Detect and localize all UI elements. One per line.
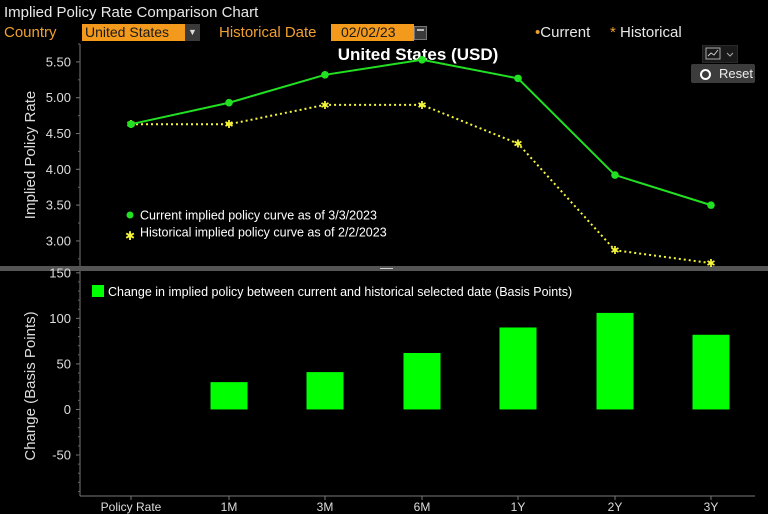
reset-button[interactable]: Reset: [691, 64, 755, 83]
change-bar-3m: [306, 372, 344, 410]
top-y-tick-label: 4.00: [46, 162, 71, 177]
legend-historical: * Historical: [610, 24, 682, 41]
current-point: [707, 201, 715, 209]
line-legend-box: [113, 203, 430, 243]
change-bar-1m: [210, 382, 248, 410]
current-point: [418, 55, 426, 64]
historical-point: ✱: [320, 99, 329, 112]
change-bar-6m: [403, 352, 441, 410]
chart-type-button[interactable]: [702, 45, 738, 63]
historical-date-field[interactable]: 02/02/23: [331, 24, 414, 41]
historical-point: ✱: [610, 244, 619, 257]
x-tick-label: 1M: [221, 500, 238, 514]
top-y-tick-label: 3.00: [46, 233, 71, 248]
historical-point: ✱: [513, 138, 522, 151]
bottom-y-tick-label: -50: [52, 448, 71, 463]
bottom-y-tick-label: 0: [64, 402, 71, 417]
reset-button-label: Reset: [719, 66, 753, 81]
chevron-down-icon[interactable]: ▼: [185, 24, 200, 41]
change-bar-3y: [692, 334, 730, 410]
calendar-icon[interactable]: [414, 26, 427, 40]
toolbar: Country United States ▼ Historical Date …: [0, 23, 768, 43]
change-bar-1y: [499, 327, 537, 410]
bottom-y-tick-label: 100: [49, 311, 71, 326]
historical-star-icon: *: [610, 24, 616, 41]
current-dot-icon: •: [535, 24, 541, 41]
bottom-y-tick-label: 150: [49, 265, 71, 280]
country-select-value: United States: [85, 24, 170, 40]
top-y-tick-label: 5.50: [46, 54, 71, 69]
x-tick-label: 6M: [414, 500, 431, 514]
x-tick-label: 3M: [317, 500, 334, 514]
top-y-axis-label: Implied Policy Rate: [22, 91, 39, 219]
bar-legend: Change in implied policy between current…: [88, 281, 640, 305]
legend-current-label: Current: [540, 24, 591, 41]
historical-curve-line: [131, 103, 712, 265]
current-point: [225, 98, 233, 107]
current-point: [514, 74, 522, 83]
legend-historical-label: Historical: [620, 24, 682, 41]
top-y-tick-label: 3.50: [46, 198, 71, 213]
historical-point: ✱: [417, 99, 426, 112]
window-title: Implied Policy Rate Comparison Chart: [4, 4, 259, 21]
top-y-tick-label: 5.00: [46, 90, 71, 105]
x-tick-label: 3Y: [704, 500, 719, 514]
change-bar-2y: [596, 312, 634, 410]
historical-point: ✱: [224, 118, 233, 131]
bar-legend-swatch: [92, 285, 104, 297]
historical-date-value: 02/02/23: [341, 24, 396, 40]
historical-point: ✱: [706, 257, 715, 270]
historical-date-label: Historical Date: [219, 24, 317, 41]
x-tick-label: Policy Rate: [101, 500, 162, 514]
bar-legend-box: [88, 281, 640, 305]
x-tick-label: 1Y: [511, 500, 526, 514]
country-label: Country: [4, 24, 57, 41]
bottom-y-tick-label: 50: [57, 356, 71, 371]
bar-legend-label: Change in implied policy between current…: [108, 285, 572, 299]
line-legend: Current implied policy curve as of 3/3/2…: [113, 203, 430, 243]
current-point: [321, 70, 329, 79]
current-point: [127, 120, 135, 129]
legend-current-series-label: Current implied policy curve as of 3/3/2…: [140, 209, 377, 223]
line-chart-icon: [705, 47, 734, 60]
current-point: [611, 171, 619, 179]
chart-title: United States (USD): [338, 45, 499, 64]
x-tick-label: 2Y: [608, 500, 623, 514]
top-y-tick-label: 4.50: [46, 126, 71, 141]
legend-current-marker: [126, 211, 134, 219]
reset-icon: [700, 69, 711, 80]
legend-historical-marker: ✱: [125, 229, 135, 243]
country-select[interactable]: United States ▼: [82, 24, 200, 41]
bottom-y-axis-label: Change (Basis Points): [22, 311, 39, 460]
legend-historical-series-label: Historical implied policy curve as of 2/…: [140, 226, 387, 240]
legend-current: •Current: [535, 24, 590, 41]
